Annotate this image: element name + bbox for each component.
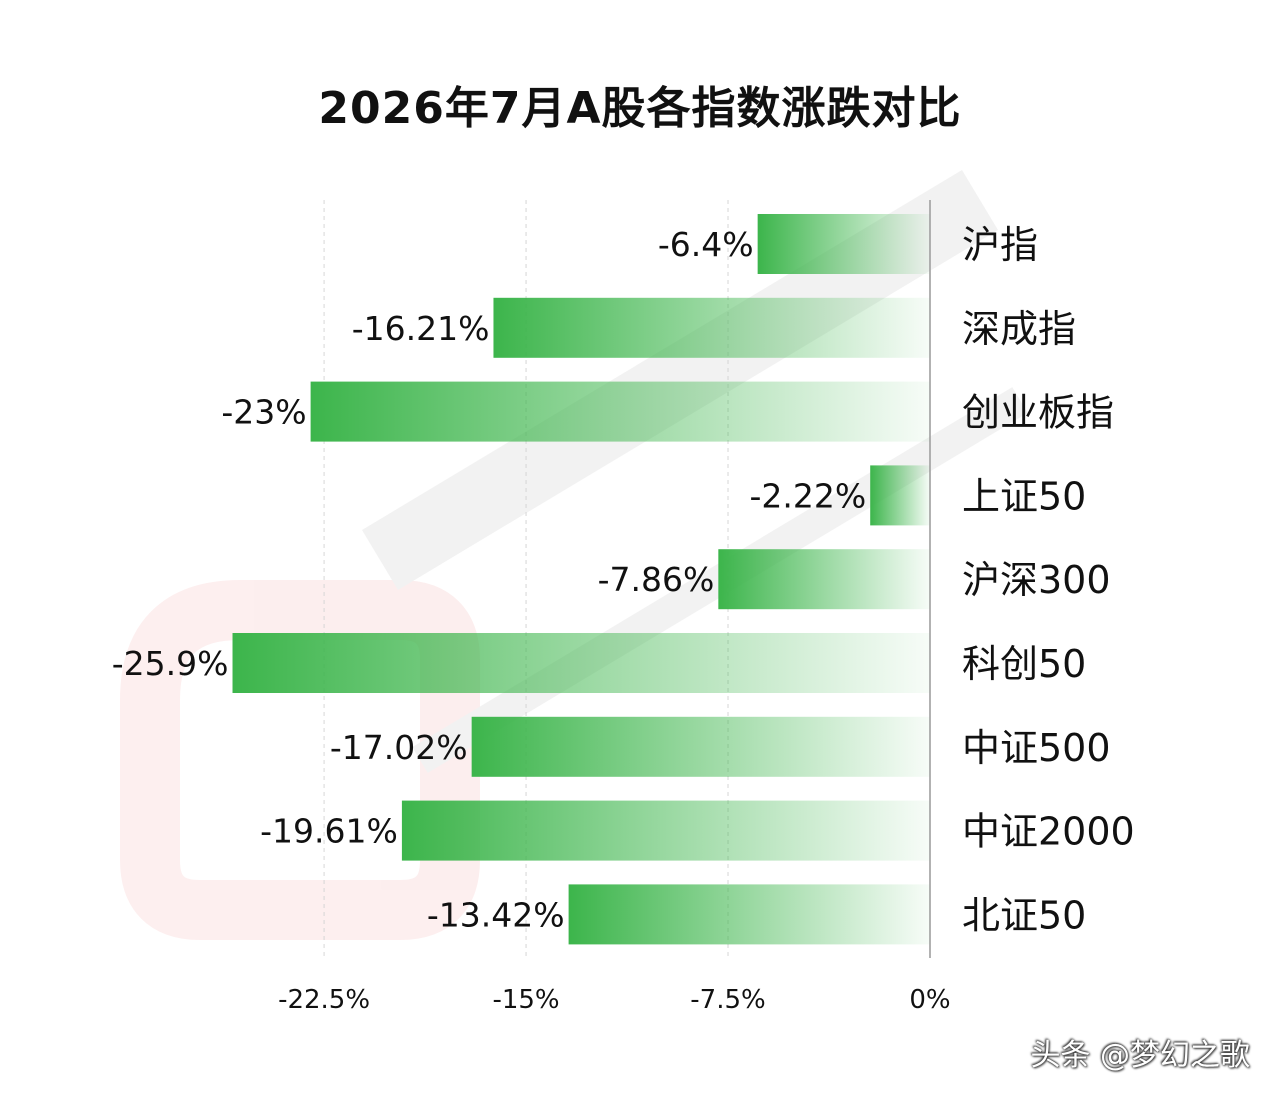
category-label: 上证50 (962, 474, 1086, 518)
category-label: 北证50 (962, 893, 1086, 937)
category-label: 中证500 (962, 726, 1111, 770)
data-label: -16.21% (352, 309, 490, 348)
bar (493, 297, 930, 358)
data-label: -13.42% (427, 895, 565, 934)
bar (310, 381, 930, 442)
data-label: -6.4% (658, 225, 754, 264)
data-label: -25.9% (112, 644, 229, 683)
category-label: 深成指 (962, 307, 1076, 351)
data-label: -17.02% (330, 728, 468, 767)
credit-watermark: 头条 @梦幻之歌 (1030, 1038, 1250, 1073)
bar (568, 884, 930, 945)
axis: -22.5% -15% -7.5% 0% (278, 200, 951, 1015)
data-label: -19.61% (260, 812, 398, 851)
bar (870, 465, 930, 526)
chart-title: 2026年7月A股各指数涨跌对比 (318, 83, 962, 134)
bar (757, 214, 930, 274)
category-label: 中证2000 (962, 810, 1135, 854)
bar (401, 800, 930, 861)
x-tick-label: 0% (909, 985, 950, 1015)
bar (471, 716, 930, 777)
data-label: -23% (221, 393, 306, 432)
x-tick-label: -7.5% (690, 985, 765, 1015)
data-label: -2.22% (749, 476, 866, 515)
x-tick-label: -22.5% (278, 985, 370, 1015)
category-label: 科创50 (962, 642, 1086, 686)
category-label: 创业板指 (962, 391, 1114, 435)
x-tick-label: -15% (492, 985, 559, 1015)
category-label: 沪深300 (962, 558, 1111, 602)
bars: -6.4% 沪指 -16.21% 深成指 -23% 创业板指 -2.22% 上证50 -7.86… (112, 214, 1135, 945)
category-label: 沪指 (962, 223, 1038, 267)
data-label: -7.86% (598, 560, 715, 599)
bar (718, 549, 930, 610)
bar (232, 633, 930, 693)
